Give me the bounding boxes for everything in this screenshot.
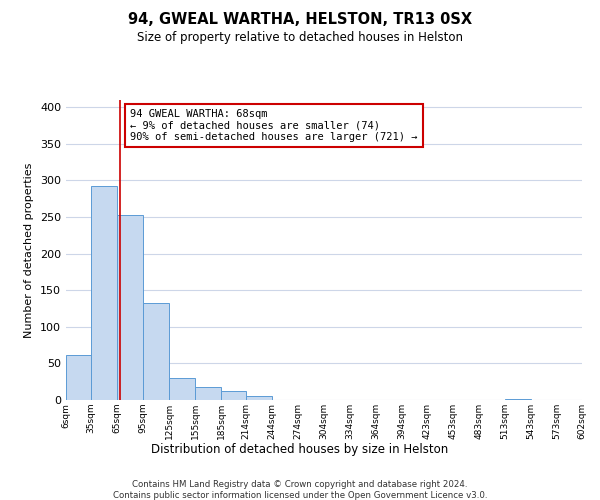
Bar: [117, 215, 143, 400]
Bar: [91, 186, 117, 400]
Bar: [143, 302, 169, 400]
Bar: [169, 378, 195, 400]
Text: Contains public sector information licensed under the Open Government Licence v3: Contains public sector information licen…: [113, 491, 487, 500]
Bar: [66, 354, 91, 400]
Text: Contains HM Land Registry data © Crown copyright and database right 2024.: Contains HM Land Registry data © Crown c…: [132, 480, 468, 489]
Text: 94 GWEAL WARTHA: 68sqm
← 9% of detached houses are smaller (74)
90% of semi-deta: 94 GWEAL WARTHA: 68sqm ← 9% of detached …: [130, 109, 418, 142]
Bar: [195, 387, 221, 400]
Bar: [246, 396, 272, 400]
Y-axis label: Number of detached properties: Number of detached properties: [25, 162, 34, 338]
Bar: [505, 398, 531, 400]
Text: Distribution of detached houses by size in Helston: Distribution of detached houses by size …: [151, 442, 449, 456]
Text: 94, GWEAL WARTHA, HELSTON, TR13 0SX: 94, GWEAL WARTHA, HELSTON, TR13 0SX: [128, 12, 472, 28]
Text: Size of property relative to detached houses in Helston: Size of property relative to detached ho…: [137, 31, 463, 44]
Bar: [221, 391, 246, 400]
